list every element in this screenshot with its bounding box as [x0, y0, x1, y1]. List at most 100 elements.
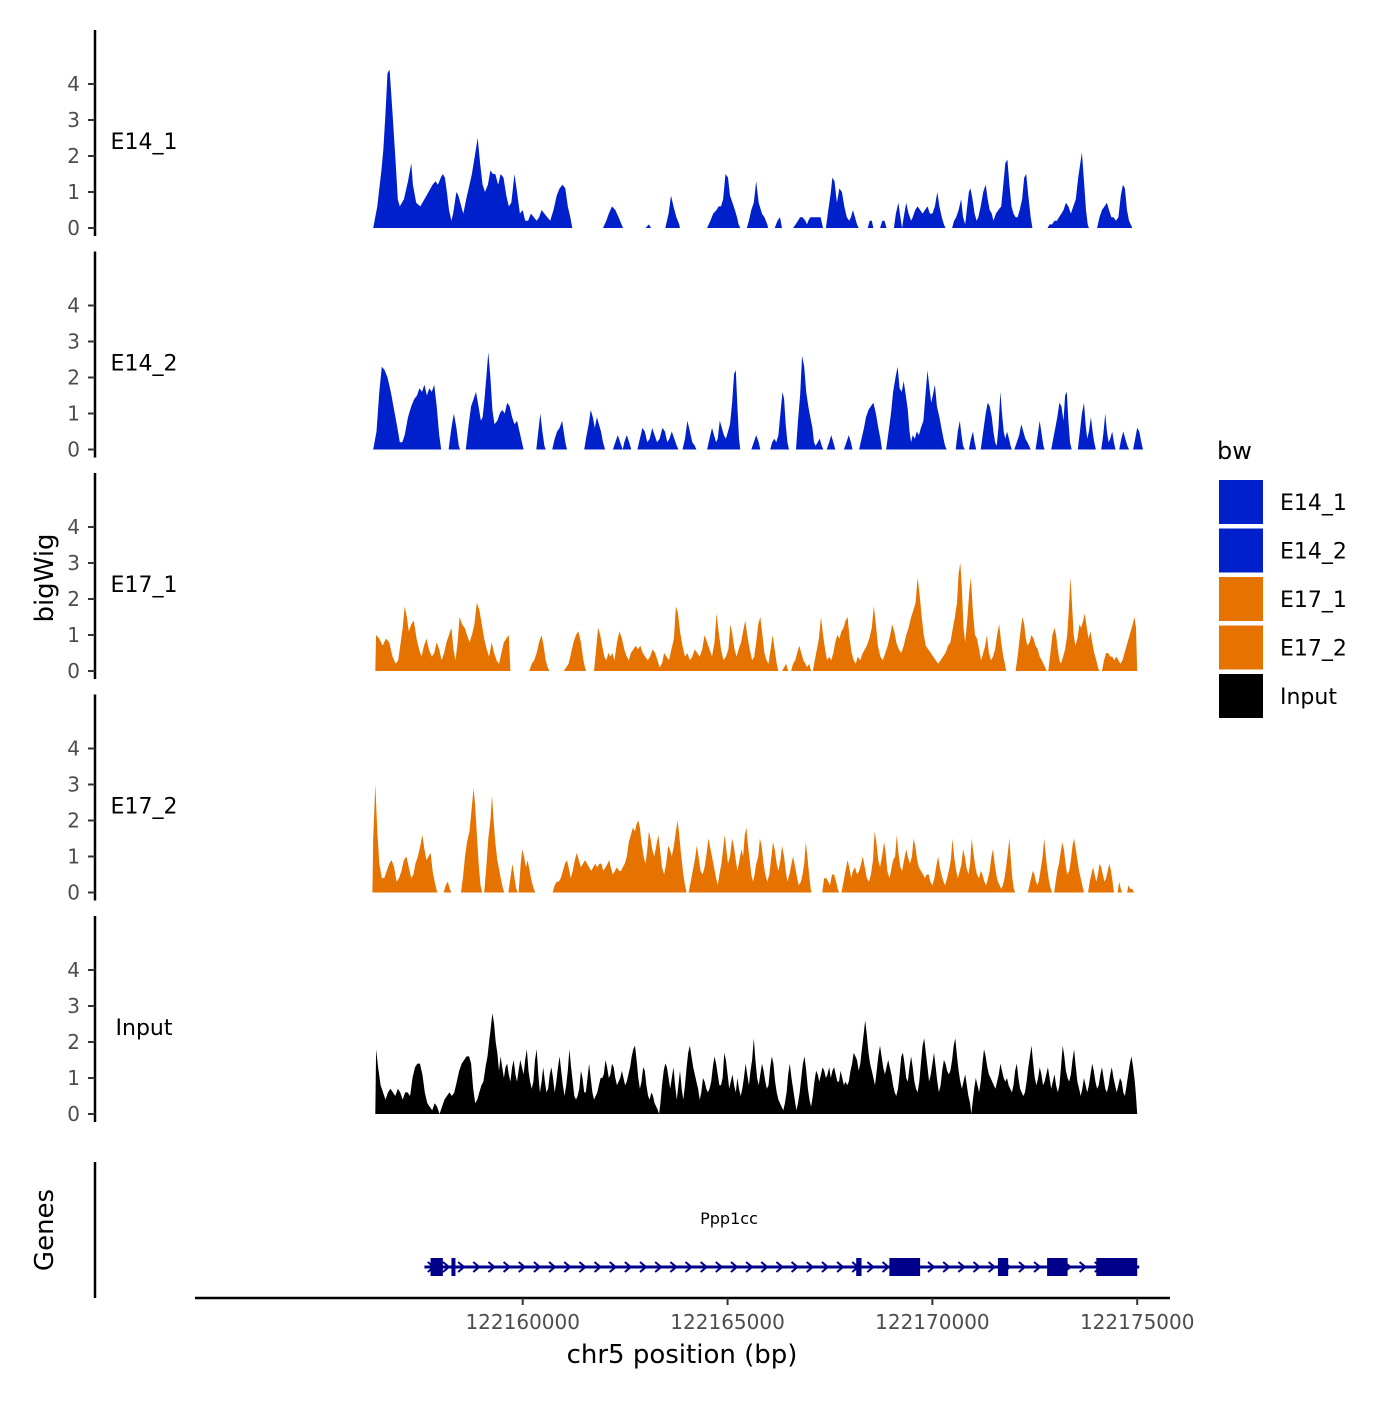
- legend: bw E14_1 E14_2 E17_1 E17_2 Input: [1217, 437, 1347, 718]
- strand-arrow: [593, 1261, 603, 1273]
- y-tick-label: 3: [67, 330, 80, 354]
- panel-e14-2: 0 1 2 3 4 E14_2: [67, 251, 1143, 462]
- coverage-area: [529, 635, 550, 671]
- strand-arrow: [1033, 1261, 1042, 1273]
- coverage-area: [751, 435, 761, 450]
- coverage-area: [584, 409, 606, 450]
- strand-arrow: [775, 1261, 784, 1273]
- strand-arrow: [639, 1261, 648, 1273]
- legend-label: E14_2: [1280, 540, 1347, 565]
- coverage-area: [375, 1013, 1138, 1114]
- strand-arrow: [669, 1261, 678, 1273]
- y-axis-label: bigWig: [30, 533, 60, 622]
- legend-swatch: [1219, 480, 1263, 524]
- exon: [451, 1258, 456, 1276]
- coverage-area: [508, 863, 518, 893]
- track-label: E17_2: [111, 794, 178, 819]
- coverage-area: [746, 181, 769, 228]
- coverage-area: [645, 224, 651, 228]
- coverage-area: [448, 413, 461, 450]
- strand-arrow: [866, 1261, 875, 1273]
- y-tick-label: 1: [67, 180, 80, 204]
- strand-arrow: [821, 1261, 830, 1273]
- coverage-area: [484, 795, 505, 893]
- exon: [430, 1258, 443, 1276]
- strand-arrow: [942, 1261, 951, 1273]
- legend-label: E14_1: [1280, 491, 1347, 516]
- y-tick-label: 1: [67, 1066, 80, 1090]
- coverage-area: [782, 663, 789, 671]
- y-tick-label: 0: [67, 1102, 80, 1126]
- track-label: E14_2: [111, 351, 178, 376]
- x-tick-label: 122165000: [670, 1310, 785, 1334]
- y-tick-label: 2: [67, 1030, 80, 1054]
- legend-swatch: [1219, 528, 1263, 573]
- legend-title: bw: [1217, 437, 1252, 465]
- legend-item: E17_1: [1219, 577, 1347, 621]
- coverage-area: [1127, 885, 1134, 893]
- coverage-area: [707, 370, 741, 450]
- coverage-area: [536, 413, 546, 450]
- coverage-area: [612, 435, 632, 450]
- strand-arrow: [472, 1261, 481, 1273]
- coverage-area: [893, 192, 946, 228]
- strand-arrow: [533, 1261, 542, 1273]
- legend-item: E14_1: [1219, 480, 1347, 524]
- legend-item: Input: [1219, 674, 1337, 718]
- coverage-area: [1014, 424, 1031, 450]
- coverage-area: [665, 195, 680, 228]
- coverage-area: [372, 784, 438, 893]
- strand-arrow: [760, 1261, 769, 1273]
- strand-arrow: [518, 1261, 527, 1273]
- strand-arrow: [972, 1261, 982, 1273]
- coverage-area: [465, 352, 524, 450]
- track-label: E14_1: [111, 130, 178, 155]
- strand-arrow: [654, 1261, 663, 1273]
- strand-arrow: [836, 1261, 845, 1273]
- strand-arrow: [548, 1261, 557, 1273]
- strand-arrow: [745, 1261, 754, 1273]
- track-label: E17_1: [111, 573, 178, 598]
- gene-name: Ppp1cc: [700, 1209, 758, 1228]
- strand-arrow: [730, 1261, 739, 1273]
- y-tick-label: 4: [67, 737, 80, 761]
- x-tick-label: 122175000: [1080, 1310, 1195, 1334]
- coverage-area: [552, 420, 567, 450]
- legend-items: E14_1 E14_2 E17_1 E17_2 Input: [1219, 480, 1347, 718]
- coverage-area: [955, 420, 965, 450]
- track-panels: 0 1 2 3 4 E14_1 0 1 2 3 4 E14_2 0 1 2 3 4 E17_1 0 1 2 3 4 E17_2…: [67, 30, 1143, 1126]
- coverage-area: [826, 435, 836, 450]
- coverage-area: [707, 174, 741, 228]
- coverage-area: [1117, 881, 1123, 893]
- strand-arrow: [578, 1261, 587, 1273]
- coverage-area: [552, 820, 687, 893]
- coverage-area: [770, 391, 789, 450]
- y-tick-label: 4: [67, 958, 80, 982]
- coverage-area: [1047, 152, 1089, 228]
- coverage-area: [952, 159, 1033, 228]
- exon: [889, 1258, 921, 1276]
- strand-arrow: [487, 1261, 496, 1273]
- strand-arrow: [881, 1261, 891, 1273]
- coverage-area: [774, 217, 782, 228]
- y-tick-label: 3: [67, 551, 80, 575]
- coverage-area: [443, 881, 452, 893]
- coverage-area: [825, 177, 859, 228]
- x-axis: 122160000 122165000 122170000 122175000 chr…: [195, 1296, 1195, 1370]
- coverage-area: [373, 366, 442, 450]
- strand-arrow: [457, 1261, 466, 1273]
- coverage-area: [822, 874, 839, 893]
- coverage-area: [603, 206, 624, 228]
- panel-e14-1: 0 1 2 3 4 E14_1: [67, 30, 1133, 240]
- x-axis-label: chr5 position (bp): [567, 1340, 798, 1370]
- strand-arrow: [987, 1261, 997, 1273]
- coverage-area: [1048, 577, 1100, 671]
- strand-arrow: [790, 1261, 800, 1273]
- strand-arrow: [957, 1261, 966, 1273]
- y-tick-label: 2: [67, 587, 80, 611]
- coverage-area: [1133, 427, 1143, 450]
- y-tick-label: 0: [67, 881, 80, 905]
- exon: [1047, 1258, 1068, 1276]
